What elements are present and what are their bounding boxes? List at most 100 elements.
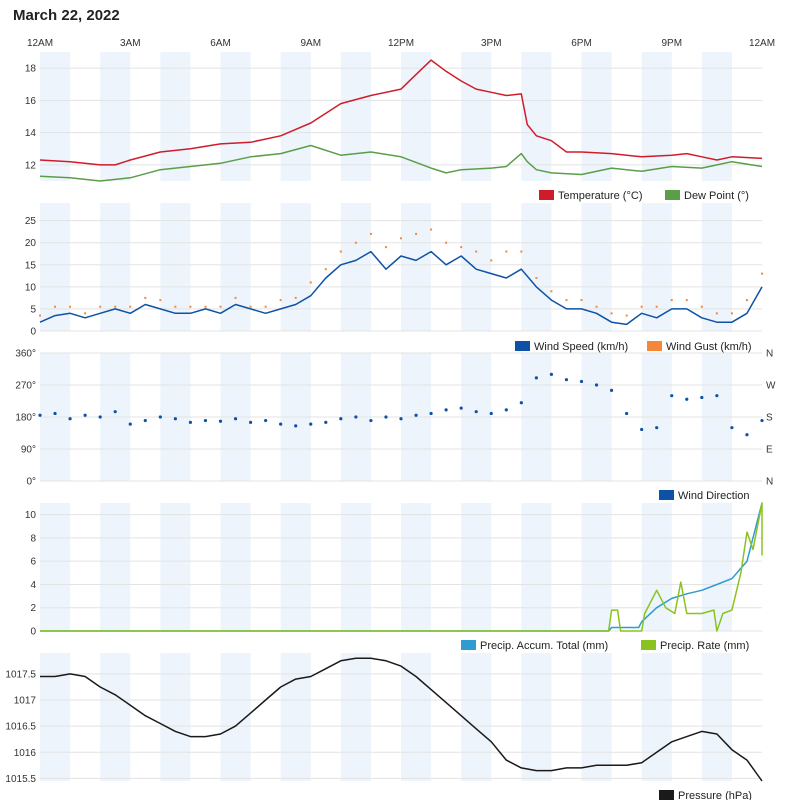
data-point — [369, 232, 372, 235]
data-point — [38, 413, 42, 417]
data-point — [760, 418, 764, 423]
data-point — [474, 410, 478, 414]
data-point — [745, 433, 749, 437]
data-point — [384, 415, 388, 419]
legend-swatch — [539, 190, 554, 200]
hour-band — [340, 653, 371, 781]
data-point — [54, 305, 57, 308]
data-point — [128, 422, 132, 426]
hour-band — [160, 653, 191, 781]
legend-label: Wind Speed (km/h) — [534, 341, 628, 353]
y-tick-right-label: W — [766, 381, 776, 392]
y-tick-right-label: N — [766, 349, 773, 360]
series-line — [40, 502, 763, 632]
data-point — [264, 305, 267, 308]
data-point — [189, 305, 192, 308]
y-tick-label: 180° — [15, 413, 36, 424]
time-tick-label: 3PM — [481, 38, 502, 49]
series-line — [40, 657, 763, 782]
data-point — [504, 408, 508, 412]
time-tick-label: 12AM — [749, 38, 775, 49]
data-point — [144, 296, 147, 299]
chart-panel-wind: 0 5 10 15 20 25 Wind Gust (km/h) Wind Speed (km… — [25, 203, 763, 353]
data-point — [444, 408, 448, 412]
data-point — [565, 299, 568, 302]
hour-band — [100, 52, 131, 181]
y-tick-label: 1016 — [14, 748, 37, 759]
data-point — [625, 411, 629, 416]
y-tick-label: 12 — [25, 160, 37, 171]
data-point — [625, 314, 628, 317]
chart-panel-direction: 0° N 90° E 180° S 270° W 360° N Wind Direction — [15, 349, 776, 503]
hour-band — [340, 503, 371, 631]
legend-swatch — [515, 341, 530, 351]
data-point — [685, 299, 688, 302]
time-tick-label: 9PM — [661, 38, 682, 49]
data-point — [159, 299, 162, 302]
legend-swatch — [659, 490, 674, 500]
legend-label: Pressure (hPa) — [678, 790, 752, 800]
data-point — [640, 427, 644, 432]
y-tick-label: 1016.5 — [5, 722, 36, 733]
data-point — [174, 305, 177, 308]
data-point — [248, 420, 253, 424]
data-point — [475, 250, 478, 253]
data-point — [324, 268, 327, 271]
hour-band — [280, 653, 311, 781]
y-tick-right-label: S — [766, 413, 773, 424]
data-point — [129, 305, 132, 308]
data-point — [114, 305, 117, 308]
data-point — [595, 305, 598, 308]
y-tick-label: 4 — [30, 580, 36, 591]
data-point — [534, 376, 538, 380]
data-point — [339, 417, 343, 421]
time-tick-label: 6PM — [571, 38, 592, 49]
hour-band — [581, 503, 612, 631]
hour-band — [100, 503, 131, 631]
hour-band — [280, 503, 311, 631]
data-point — [459, 406, 463, 410]
y-tick-label: 360° — [15, 349, 36, 360]
y-tick-label: 0 — [30, 627, 36, 638]
time-tick-label: 12AM — [27, 38, 53, 49]
hour-band — [40, 52, 71, 181]
data-point — [324, 420, 328, 424]
data-point — [490, 259, 493, 262]
data-point — [745, 299, 748, 302]
hour-band — [160, 203, 191, 331]
data-point — [309, 281, 312, 284]
data-point — [505, 250, 508, 253]
hour-band — [401, 52, 432, 181]
legend-label: Dew Point (°) — [684, 190, 749, 202]
hour-band — [280, 52, 311, 181]
data-point — [579, 379, 584, 384]
hour-band — [220, 503, 251, 631]
legend-swatch — [641, 640, 656, 650]
data-point — [460, 246, 463, 249]
series-line — [39, 59, 763, 166]
data-point — [655, 305, 658, 308]
data-point — [594, 383, 599, 387]
series-line — [39, 144, 763, 182]
y-tick-label: 1017 — [14, 696, 37, 707]
y-tick-label: 270° — [15, 381, 36, 392]
time-tick-label: 6AM — [210, 38, 231, 49]
hour-band — [401, 653, 432, 781]
hour-band — [40, 203, 71, 331]
data-point — [264, 418, 268, 423]
data-point — [203, 418, 208, 423]
y-tick-label: 2 — [30, 603, 36, 614]
data-point — [400, 237, 402, 240]
y-tick-label: 0 — [30, 327, 36, 338]
hour-band — [641, 653, 672, 781]
y-tick-label: 1017.5 — [5, 669, 36, 680]
data-point — [564, 378, 569, 382]
hour-band — [401, 203, 432, 331]
data-point — [700, 395, 704, 400]
y-tick-label: 25 — [25, 216, 37, 227]
data-point — [83, 413, 87, 417]
data-point — [233, 417, 238, 421]
data-point — [685, 397, 689, 401]
data-point — [84, 312, 87, 315]
